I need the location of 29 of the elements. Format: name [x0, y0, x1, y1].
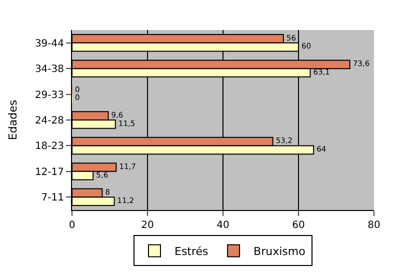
data-label: 8: [105, 188, 110, 197]
x-tick-label: 60: [292, 220, 305, 231]
x-tick-label: 0: [68, 220, 76, 231]
y-tick-label: 7-11: [41, 192, 64, 204]
data-label: 11,7: [119, 162, 136, 171]
data-label: 11,2: [117, 196, 134, 205]
y-tick-label: 24-28: [34, 116, 64, 126]
legend-label: Estrés: [174, 244, 209, 258]
y-axis-title: Edades: [6, 100, 20, 140]
x-tick-label: 20: [141, 220, 154, 231]
data-label: 53,2: [276, 136, 293, 146]
x-tick-label: 80: [368, 220, 380, 231]
data-label: 64: [316, 144, 326, 154]
data-label: 11,5: [118, 118, 136, 128]
data-label: 0: [75, 84, 80, 94]
data-label: 5,6: [96, 170, 108, 180]
y-tick-label: 18-23: [34, 141, 64, 152]
y-tick-label: 34-38: [34, 64, 64, 76]
legend-label: Bruxismo: [254, 244, 306, 258]
data-label: 63,1: [313, 67, 330, 76]
data-label: 0: [75, 93, 80, 102]
y-tick-label: 29-33: [34, 90, 64, 101]
data-label: 9,6: [111, 110, 124, 120]
data-label: 73,6: [352, 59, 370, 68]
data-label: 60: [302, 42, 312, 51]
x-tick-label: 40: [216, 220, 230, 231]
y-tick-label: 12-17: [34, 166, 64, 178]
y-tick-label: 39-44: [34, 38, 64, 50]
data-label: 56: [286, 33, 296, 42]
